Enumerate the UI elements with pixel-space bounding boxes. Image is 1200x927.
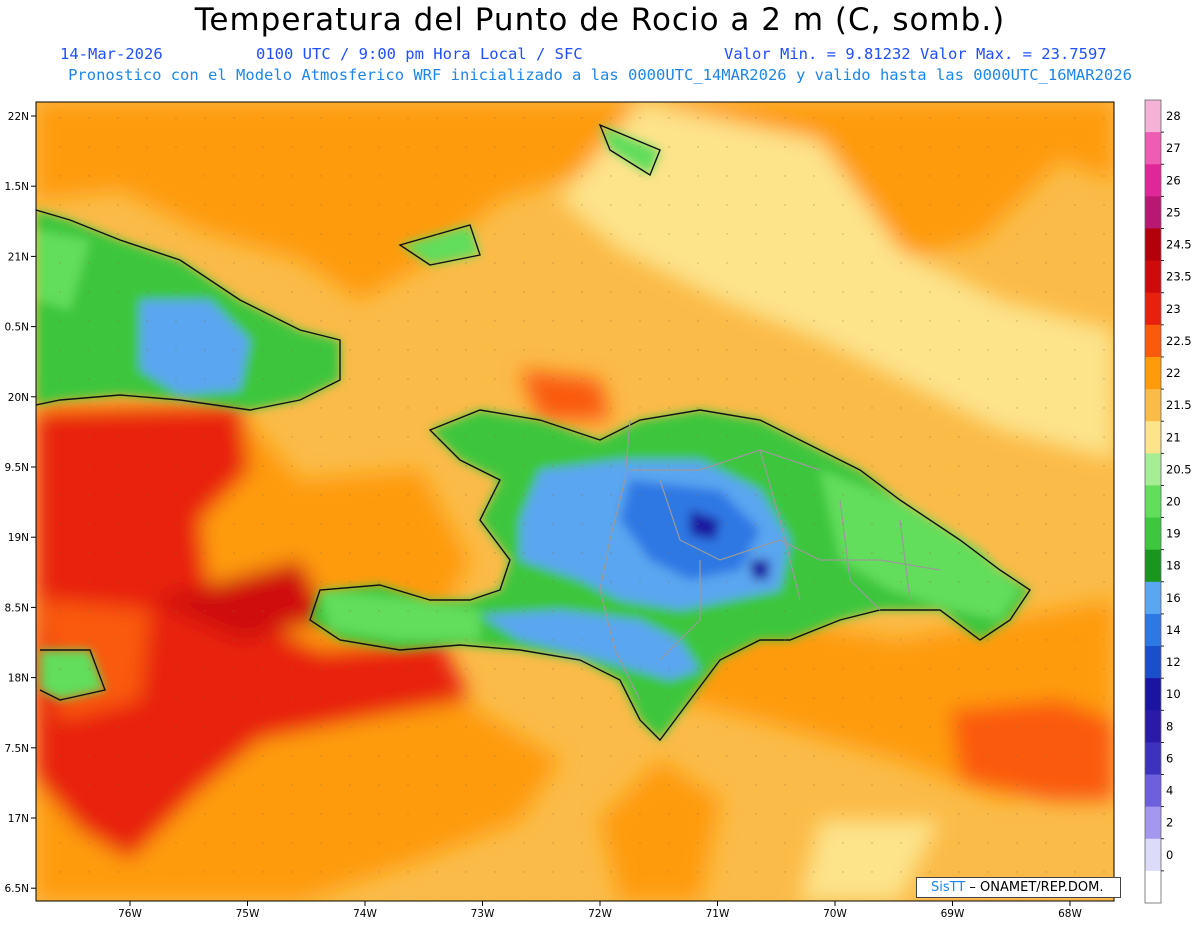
colorbar-swatch (1145, 260, 1161, 294)
min-max-values: Valor Min. = 9.81232 Valor Max. = 23.759… (724, 45, 1107, 63)
colorbar-swatch (1145, 421, 1161, 454)
lat-label: 7.5N (4, 743, 29, 755)
colorbar-swatch (1145, 806, 1161, 840)
lon-label: 76W (118, 908, 142, 920)
colorbar-label: 22.5 (1166, 334, 1192, 348)
credit-box: SisTT – ONAMET/REP.DOM. (916, 877, 1121, 898)
lon-label: 71W (706, 908, 730, 920)
lon-label: 70W (823, 908, 847, 920)
colorbar-label: 8 (1166, 719, 1173, 733)
colorbar-label: 20 (1166, 495, 1181, 509)
colorbar-swatch (1145, 678, 1161, 711)
colorbar-swatch (1145, 549, 1161, 583)
lon-label: 75W (236, 908, 260, 920)
colorbar-swatch (1145, 774, 1161, 808)
colorbar-swatch (1145, 292, 1161, 326)
lat-label: 1.5N (4, 181, 29, 193)
colorbar-swatch (1145, 742, 1161, 776)
colorbar-label: 25 (1166, 205, 1181, 219)
lon-label: 69W (941, 908, 965, 920)
colorbar-swatch (1145, 196, 1161, 229)
lon-label: 72W (588, 908, 612, 920)
colorbar-label: 23.5 (1166, 270, 1192, 284)
colorbar-label: 0 (1166, 848, 1173, 862)
colorbar-label: 16 (1166, 591, 1181, 605)
colorbar-label: 4 (1166, 784, 1173, 798)
colorbar-swatch (1145, 646, 1161, 679)
colorbar-label: 21.5 (1166, 398, 1192, 412)
colorbar-swatch (1145, 870, 1161, 904)
colorbar-label: 27 (1166, 141, 1181, 155)
map-title: Temperatura del Punto de Rocio a 2 m (C,… (194, 2, 1006, 38)
colorbar-swatch (1145, 613, 1161, 647)
colorbar-label: 6 (1166, 751, 1173, 765)
latitude-axis: 22N 1.5N 21N 0.5N 20N 9.5N 19N 8.5N 18N 7.5N 17N 6.… (4, 111, 36, 895)
lat-label: 19N (8, 532, 29, 544)
lat-label: 9.5N (4, 462, 29, 474)
colorbar-label: 18 (1166, 559, 1181, 573)
colorbar-swatch (1145, 324, 1161, 358)
colorbar-label: 23 (1166, 302, 1181, 316)
lon-label: 74W (353, 908, 377, 920)
colorbar-label: 28 (1166, 109, 1181, 123)
model-description: Pronostico con el Modelo Atmosferico WRF… (68, 66, 1132, 84)
colorbar-label: 26 (1166, 173, 1181, 187)
sistt-logo: SisTT (931, 880, 966, 895)
colorbar-label: 22 (1166, 366, 1181, 380)
forecast-date: 14-Mar-2026 (60, 45, 163, 63)
colorbar-swatch (1145, 100, 1161, 133)
lat-label: 20N (8, 392, 29, 404)
colorbar-swatch (1145, 838, 1161, 872)
lon-label: 73W (471, 908, 495, 920)
colorbar-label: 21 (1166, 430, 1181, 444)
colorbar-swatch (1145, 453, 1161, 486)
lat-label: 21N (8, 251, 29, 263)
colorbar-label: 10 (1166, 687, 1181, 701)
map-field (36, 102, 1114, 901)
colorbar-label: 24.5 (1166, 238, 1192, 252)
colorbar-label: 19 (1166, 527, 1181, 541)
lat-label: 18N (8, 673, 29, 685)
colorbar-swatch (1145, 164, 1161, 197)
colorbar-swatch (1145, 517, 1161, 551)
forecast-time: 0100 UTC / 9:00 pm Hora Local / SFC (256, 45, 583, 63)
lat-label: 8.5N (4, 602, 29, 614)
colorbar: 2827262524.523.52322.52221.52120.5201918… (1144, 99, 1192, 904)
lat-label: 17N (8, 813, 29, 825)
colorbar-swatch (1145, 485, 1161, 519)
lat-label: 6.5N (4, 883, 29, 895)
colorbar-label: 2 (1166, 816, 1173, 830)
credit-text: – ONAMET/REP.DOM. (965, 880, 1104, 895)
colorbar-swatch (1145, 356, 1161, 390)
lat-label: 22N (8, 111, 29, 123)
colorbar-label: 12 (1166, 655, 1181, 669)
lon-label: 68W (1058, 908, 1082, 920)
longitude-axis: 76W 75W 74W 73W 72W 71W 70W 69W 68W (118, 901, 1082, 920)
colorbar-swatch (1145, 581, 1161, 615)
colorbar-label: 20.5 (1166, 462, 1192, 476)
colorbar-swatch (1145, 228, 1161, 262)
colorbar-label: 14 (1166, 623, 1181, 637)
lat-label: 0.5N (4, 322, 29, 334)
colorbar-swatch (1145, 132, 1161, 165)
colorbar-swatch (1145, 389, 1161, 422)
colorbar-swatch (1145, 710, 1161, 743)
